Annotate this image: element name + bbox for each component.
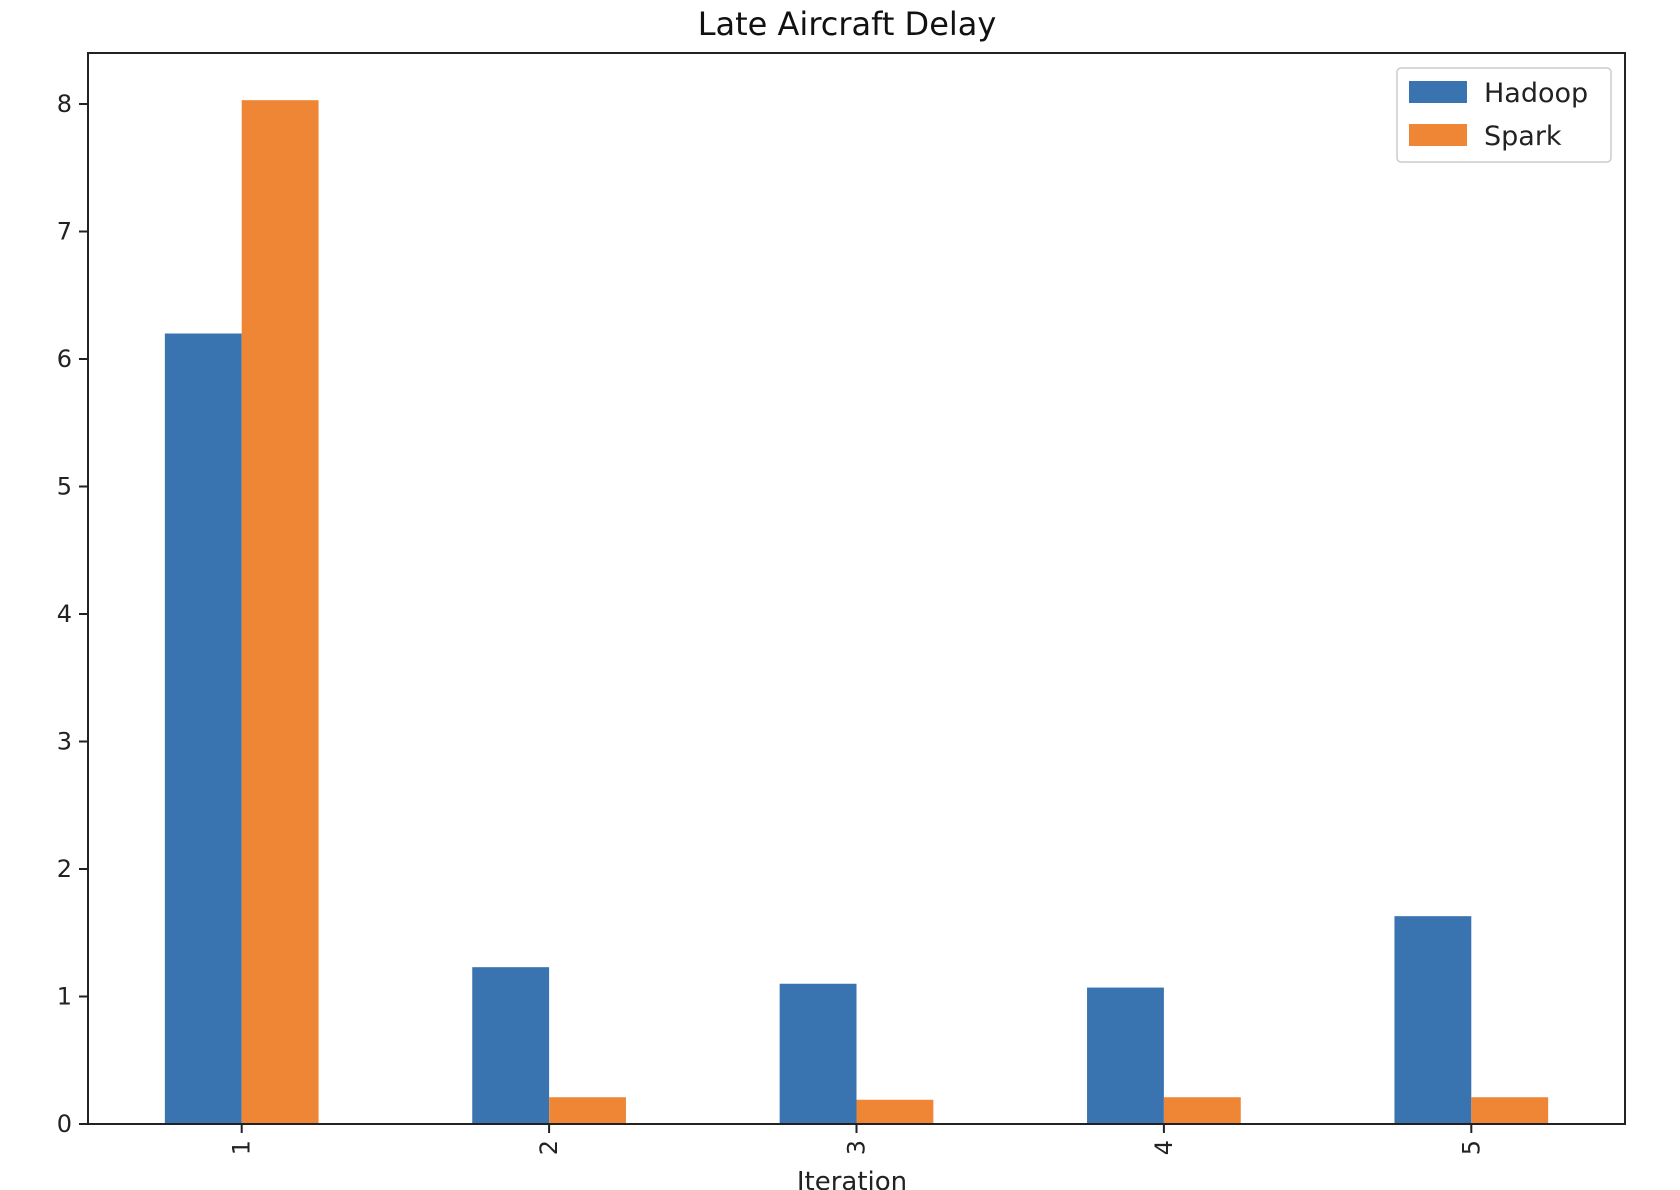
- bars-layer: [164, 100, 1549, 1125]
- bar-spark-1: [241, 100, 319, 1125]
- bar-hadoop-5: [1394, 916, 1472, 1124]
- x-tick-label: 1: [228, 1140, 256, 1155]
- chart-title: Late Aircraft Delay: [698, 5, 997, 43]
- x-tick-label: 2: [535, 1140, 563, 1155]
- y-tick-label: 7: [57, 218, 72, 246]
- y-tick-label: 0: [57, 1110, 72, 1138]
- legend: Hadoop Spark: [1396, 67, 1612, 163]
- x-tick-label: 4: [1150, 1140, 1178, 1155]
- x-axis: 1 2 3 4 5: [228, 1124, 1485, 1155]
- bar-spark-2: [549, 1097, 626, 1124]
- bar-hadoop-1: [164, 333, 242, 1124]
- y-tick-label: 4: [57, 600, 72, 628]
- legend-label-hadoop: Hadoop: [1484, 78, 1588, 109]
- y-tick-label: 8: [57, 90, 72, 118]
- y-tick-label: 2: [57, 855, 72, 883]
- legend-label-spark: Spark: [1484, 121, 1562, 152]
- y-tick-label: 1: [57, 983, 72, 1011]
- y-tick-label: 5: [57, 473, 72, 501]
- bar-spark-5: [1471, 1097, 1549, 1124]
- x-tick-label: 3: [843, 1140, 871, 1155]
- bar-hadoop-2: [472, 967, 550, 1124]
- plot-frame: [87, 52, 1626, 1125]
- legend-swatch-spark: [1409, 124, 1467, 146]
- x-axis-label: Iteration: [797, 1167, 907, 1190]
- bar-hadoop-4: [1087, 987, 1164, 1124]
- y-tick-label: 6: [57, 345, 72, 373]
- x-tick-label: 5: [1457, 1140, 1485, 1155]
- y-axis: 0 1 2 3 4 5 6 7 8: [57, 90, 88, 1138]
- legend-swatch-hadoop: [1409, 81, 1467, 103]
- bar-spark-4: [1163, 1097, 1241, 1124]
- bar-hadoop-3: [779, 983, 857, 1124]
- y-tick-label: 3: [57, 728, 72, 756]
- bar-spark-3: [856, 1099, 934, 1124]
